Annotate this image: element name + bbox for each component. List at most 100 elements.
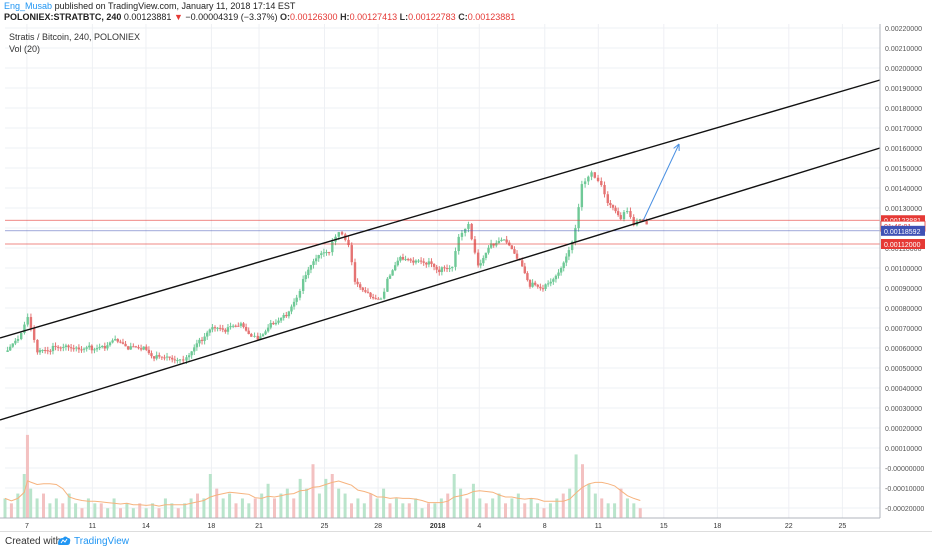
candle-body xyxy=(234,325,237,327)
candle-body xyxy=(356,281,359,285)
candle-body xyxy=(208,329,212,333)
candle-body xyxy=(353,262,357,282)
volume-bar xyxy=(497,493,501,518)
chart-area[interactable]: 0.00220000 0.00210000 0.00200000 0.00190000… xyxy=(0,24,932,531)
candle-body xyxy=(406,259,410,261)
price-chart[interactable]: 0.00220000 0.00210000 0.00200000 0.00190000… xyxy=(0,24,932,531)
volume-bar xyxy=(80,508,84,518)
candle-body xyxy=(203,336,206,341)
volume-bar xyxy=(35,498,39,518)
candle-body xyxy=(557,272,560,276)
candle-body xyxy=(510,245,514,250)
candle-body xyxy=(292,301,296,307)
candle-body xyxy=(435,266,438,270)
volume-bar xyxy=(471,483,475,518)
volume-bar xyxy=(25,434,29,518)
candle-body xyxy=(56,346,60,348)
candle-body xyxy=(583,181,587,185)
low-value: 0.00122783 xyxy=(408,12,456,22)
candle-body xyxy=(36,339,39,353)
candle-body xyxy=(64,345,68,347)
candle-body xyxy=(82,348,86,350)
price-change: −0.00004319 (−3.37%) xyxy=(185,12,278,22)
volume-bar xyxy=(317,493,321,518)
projection-arrow xyxy=(642,143,680,221)
candle-body xyxy=(298,290,302,298)
candle-body xyxy=(163,357,166,359)
volume-bar xyxy=(427,503,430,518)
volume-indicator-label: Vol (20) xyxy=(9,44,41,54)
candle-body xyxy=(165,356,169,358)
volume-bar xyxy=(163,498,167,518)
candle-body xyxy=(574,228,577,242)
candle-body xyxy=(221,328,224,330)
candle-body xyxy=(396,260,399,266)
candle-body xyxy=(261,334,265,337)
volume-bar xyxy=(151,503,155,518)
candle-body xyxy=(314,258,318,262)
candle-body xyxy=(600,181,603,186)
open-value: 0.00126300 xyxy=(289,12,338,22)
volume-bar xyxy=(86,498,90,518)
volume-bar xyxy=(606,503,610,518)
volume-bar xyxy=(433,503,437,518)
candle-body xyxy=(377,298,380,300)
price-tick-label: 0.00170000 xyxy=(885,126,922,133)
volume-bar xyxy=(548,503,552,518)
candle-body xyxy=(216,327,219,329)
candle-body xyxy=(513,249,516,254)
volume-bar xyxy=(446,493,450,518)
candle-body xyxy=(150,353,153,357)
volume-bar xyxy=(600,498,604,518)
volume-bar xyxy=(420,508,424,518)
volume-bar xyxy=(305,488,309,518)
candle-body xyxy=(379,298,383,300)
candle-body xyxy=(401,257,405,260)
price-tick-label: 0.00090000 xyxy=(885,286,922,293)
price-tick-label: 0.00200000 xyxy=(885,66,922,73)
candle-body xyxy=(414,260,418,263)
volume-bar xyxy=(285,488,289,518)
candle-body xyxy=(603,185,606,195)
price-tick-label: 0.00030000 xyxy=(885,406,922,413)
candle-body xyxy=(178,359,182,361)
volume-bar xyxy=(3,498,7,518)
candle-body xyxy=(432,263,436,267)
author-link[interactable]: Eng_Musab xyxy=(4,1,53,11)
price-tick-label: 0.00160000 xyxy=(885,146,922,153)
volume-bar xyxy=(9,503,13,518)
time-tick-label: 25 xyxy=(838,523,846,530)
candle-body xyxy=(445,268,449,270)
candle-body xyxy=(409,259,412,261)
candle-body xyxy=(502,239,506,241)
volume-bar xyxy=(350,503,353,518)
candle-body xyxy=(187,355,191,358)
volume-bar xyxy=(16,493,20,518)
time-tick-label: 4 xyxy=(477,523,481,530)
price-tag-label: 0.00112000 xyxy=(884,242,921,249)
candle-body xyxy=(448,268,451,270)
candle-body xyxy=(309,265,313,270)
price-tick-label: 0.00130000 xyxy=(885,206,922,213)
candle-body xyxy=(193,347,196,352)
candle-body xyxy=(129,346,132,350)
candle-body xyxy=(369,292,372,297)
volume-bar xyxy=(401,503,405,518)
volume-bar xyxy=(170,503,174,518)
price-tick-label: 0.00080000 xyxy=(885,306,922,313)
volume-bar xyxy=(388,503,392,518)
volume-bar xyxy=(504,503,507,518)
volume-bar xyxy=(131,508,135,518)
volume-bar xyxy=(593,493,597,518)
candle-body xyxy=(626,211,629,213)
candle-body xyxy=(347,239,350,246)
candle-body xyxy=(528,280,532,287)
volume-bar xyxy=(279,493,283,518)
volume-bar xyxy=(356,498,360,518)
candle-body xyxy=(119,341,122,343)
candle-body xyxy=(552,279,555,282)
volume-bar xyxy=(516,493,520,518)
candle-body xyxy=(242,323,245,327)
tradingview-brand[interactable]: TradingView xyxy=(74,536,130,547)
candle-body xyxy=(616,211,620,216)
